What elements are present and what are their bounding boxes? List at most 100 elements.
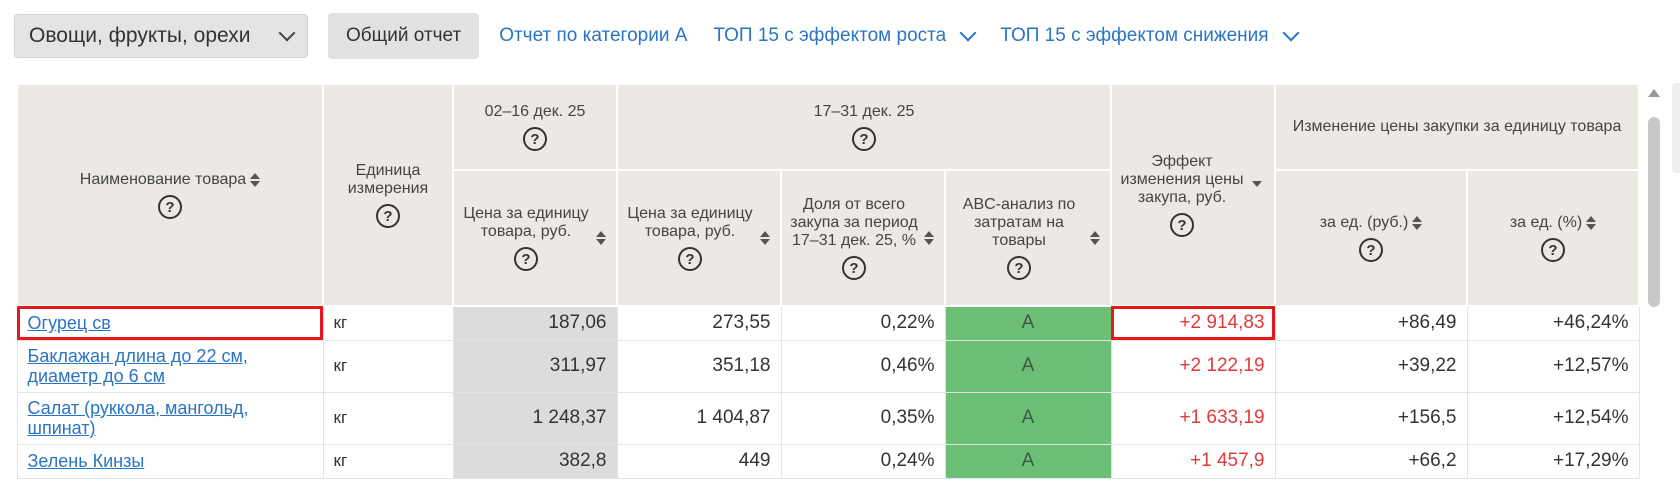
header-abc[interactable]: ABC-анализ по затратам на товары ? (943, 169, 1113, 307)
header-price-change: Изменение цены закупки за единицу товара (1274, 83, 1641, 171)
sort-icon[interactable] (760, 231, 770, 245)
header-price-p2-label: Цена за единицу товара, руб. (627, 205, 753, 240)
share-cell: 0,35% (780, 391, 946, 445)
header-period-2: 17–31 дек. 25 ? (615, 83, 1113, 171)
sort-icon[interactable] (250, 173, 260, 187)
product-name-link[interactable]: Баклажан длина до 22 см, диаметр до 6 см (27, 346, 248, 386)
help-icon[interactable]: ? (678, 247, 702, 271)
price-p2-cell: 1 404,87 (616, 391, 782, 445)
product-name-cell: Огурец св (16, 305, 324, 341)
sort-icon[interactable] (924, 231, 934, 245)
help-icon[interactable]: ? (158, 195, 182, 219)
product-name-link[interactable]: Огурец св (27, 313, 111, 334)
table-row: Огурец св кг 187,06 273,55 0,22% A +2 91… (16, 305, 1640, 341)
unit-cell: кг (322, 443, 454, 479)
general-report-button[interactable]: Общий отчет (328, 13, 480, 59)
change-rub-cell: +156,5 (1274, 391, 1468, 445)
price-p1-cell: 311,97 (452, 339, 618, 393)
price-p2-cell: 449 (616, 443, 782, 479)
effect-cell: +1 457,9 (1110, 443, 1276, 479)
unit-cell: кг (322, 305, 454, 341)
product-name-link[interactable]: Зелень Кинзы (27, 451, 145, 471)
header-price-change-label: Изменение цены закупки за единицу товара (1292, 118, 1622, 135)
header-change-rub[interactable]: за ед. (руб.) ? (1274, 169, 1469, 307)
change-pct-cell: +17,29% (1466, 443, 1640, 479)
scroll-up-icon[interactable] (1648, 89, 1660, 97)
abc-cell: A (944, 391, 1112, 445)
product-name-cell: Зелень Кинзы (16, 443, 324, 479)
sort-icon[interactable] (1090, 231, 1100, 245)
side-panel-edge[interactable] (1672, 83, 1680, 173)
abc-cell: A (944, 443, 1112, 479)
scrollbar-thumb[interactable] (1648, 117, 1660, 307)
change-pct-cell: +12,54% (1466, 391, 1640, 445)
chevron-down-icon (1282, 24, 1300, 42)
price-p1-cell: 1 248,37 (452, 391, 618, 445)
category-select-value: Овощи, фрукты, орехи (29, 24, 251, 47)
abc-cell: A (944, 305, 1112, 341)
header-unit: Единица измерения ? (322, 83, 454, 307)
help-icon[interactable]: ? (1359, 238, 1384, 262)
price-p1-cell: 382,8 (452, 443, 618, 479)
share-cell: 0,24% (780, 443, 946, 479)
help-icon[interactable]: ? (376, 204, 400, 228)
header-abc-label: ABC-анализ по затратам на товары (962, 196, 1076, 249)
price-p1-cell: 187,06 (452, 305, 618, 341)
product-name-cell: Салат (руккола, мангольд, шпинат) (16, 391, 324, 445)
help-icon[interactable]: ? (514, 247, 538, 271)
effect-cell: +2 914,83 (1110, 305, 1276, 341)
top-growth-label: ТОП 15 с эффектом роста (713, 25, 947, 46)
unit-cell: кг (322, 339, 454, 393)
change-rub-cell: +66,2 (1274, 443, 1468, 479)
toolbar: Овощи, фрукты, орехи Общий отчет Отчет п… (14, 13, 1300, 59)
help-icon[interactable]: ? (1541, 238, 1566, 262)
header-effect[interactable]: Эффект изменения цены закупа, руб. ? (1110, 83, 1277, 307)
header-period-1: 02–16 дек. 25 ? (452, 83, 618, 171)
category-a-report-link[interactable]: Отчет по категории А (499, 25, 687, 47)
report-table: Наименование товара ? Единица измерения … (16, 83, 1641, 479)
help-icon[interactable]: ? (523, 127, 547, 151)
header-period-1-label: 02–16 дек. 25 (484, 103, 586, 120)
header-name[interactable]: Наименование товара ? (16, 83, 324, 307)
category-select[interactable]: Овощи, фрукты, орехи (14, 14, 308, 58)
share-cell: 0,22% (780, 305, 946, 341)
table-row: Салат (руккола, мангольд, шпинат) кг 1 2… (16, 391, 1640, 445)
change-rub-cell: +39,22 (1274, 339, 1468, 393)
change-pct-cell: +46,24% (1466, 305, 1640, 341)
price-p2-cell: 273,55 (616, 305, 782, 341)
help-icon[interactable]: ? (1170, 213, 1195, 237)
table-row: Баклажан длина до 22 см, диаметр до 6 см… (16, 339, 1640, 393)
table-row: Зелень Кинзы кг 382,8 449 0,24% A +1 457… (16, 443, 1640, 479)
product-name-link[interactable]: Салат (руккола, мангольд, шпинат) (27, 398, 249, 438)
header-unit-label: Единица измерения (347, 162, 429, 197)
abc-cell: A (944, 339, 1112, 393)
header-change-rub-label: за ед. (руб.) (1319, 214, 1409, 231)
header-change-pct[interactable]: за ед. (%) ? (1466, 169, 1641, 307)
header-price-p1[interactable]: Цена за единицу товара, руб. ? (452, 169, 618, 307)
sort-icon[interactable] (1412, 216, 1422, 230)
vertical-scrollbar[interactable] (1645, 83, 1663, 502)
help-icon[interactable]: ? (852, 127, 876, 151)
chevron-down-icon (278, 24, 296, 42)
top-decline-dropdown[interactable]: ТОП 15 с эффектом снижения (1000, 24, 1300, 47)
header-price-p2[interactable]: Цена за единицу товара, руб. ? (616, 169, 782, 307)
header-share[interactable]: Доля от всего закупа за период 17–31 дек… (780, 169, 946, 307)
sort-icon[interactable] (596, 231, 606, 245)
product-name-cell: Баклажан длина до 22 см, диаметр до 6 см (16, 339, 324, 393)
sort-icon[interactable] (1586, 216, 1596, 230)
help-icon[interactable]: ? (1007, 256, 1031, 280)
sort-desc-icon[interactable] (1252, 181, 1263, 187)
header-share-label: Доля от всего закупа за период 17–31 дек… (790, 196, 918, 249)
help-icon[interactable]: ? (842, 256, 866, 280)
header-period-2-label: 17–31 дек. 25 (813, 103, 915, 120)
top-growth-dropdown[interactable]: ТОП 15 с эффектом роста (713, 24, 977, 47)
change-rub-cell: +86,49 (1274, 305, 1468, 341)
category-a-report-label: Отчет по категории А (499, 25, 688, 46)
effect-cell: +1 633,19 (1110, 391, 1276, 445)
change-pct-cell: +12,57% (1466, 339, 1640, 393)
effect-cell: +2 122,19 (1110, 339, 1276, 393)
header-change-pct-label: за ед. (%) (1509, 214, 1583, 231)
top-decline-label: ТОП 15 с эффектом снижения (1000, 25, 1269, 46)
price-p2-cell: 351,18 (616, 339, 782, 393)
unit-cell: кг (322, 391, 454, 445)
